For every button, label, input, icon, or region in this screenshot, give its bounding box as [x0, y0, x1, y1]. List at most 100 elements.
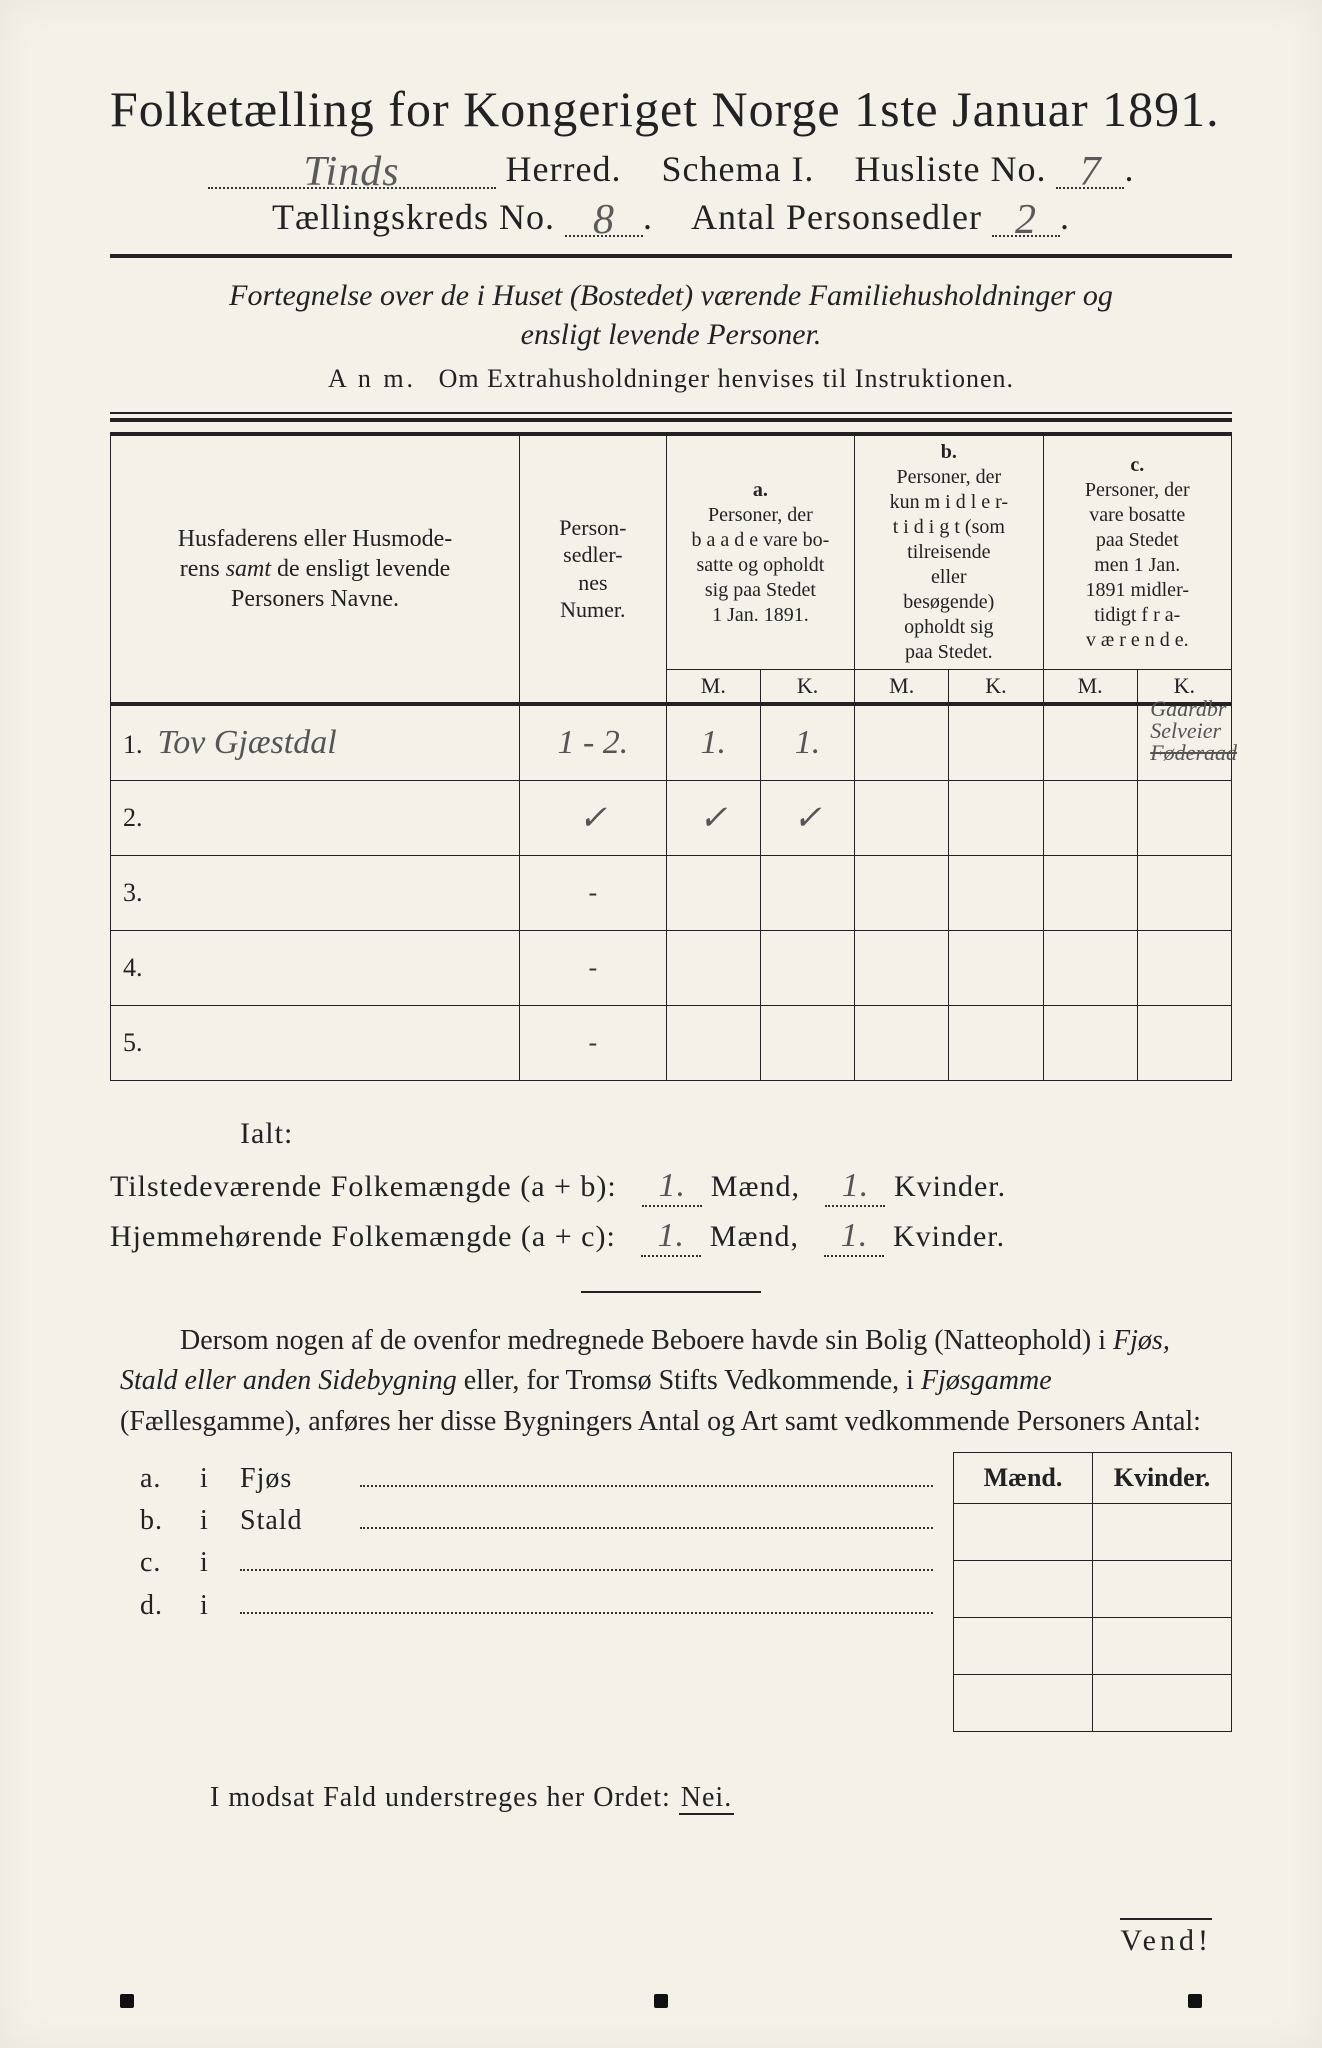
ialt-2-m-field: 1.	[641, 1217, 701, 1257]
cell-a-k: ✓	[760, 780, 854, 855]
cell-numer	[520, 855, 667, 930]
mk-cell	[954, 1561, 1093, 1618]
cell-c-m	[1043, 1005, 1137, 1080]
census-form-page: Folketælling for Kongeriget Norge 1ste J…	[0, 0, 1322, 2048]
mk-cell	[1093, 1675, 1232, 1732]
separator-short	[581, 1291, 761, 1293]
cell-a-k: 1.	[760, 704, 854, 781]
cell-a-m	[666, 855, 760, 930]
vend-label: Vend!	[1120, 1918, 1212, 1958]
dersom-paragraph: Dersom nogen af de ovenfor medregnede Be…	[120, 1321, 1222, 1443]
th-b: b.Personer, derkun m i d l e r-t i d i g…	[855, 434, 1043, 670]
punch-mark-icon	[654, 1994, 668, 2008]
dotted-line	[240, 1589, 933, 1613]
cell-b-k	[949, 855, 1043, 930]
cell-c-k	[1137, 855, 1231, 930]
cell-b-m	[855, 780, 949, 855]
bottom-row: a. i Fjøs	[110, 1462, 945, 1494]
ialt-block: Ialt: Tilstedeværende Folkemængde (a + b…	[110, 1117, 1232, 1257]
kreds-label: Tællingskreds No.	[272, 197, 555, 237]
table-row: 2. ✓ ✓ ✓	[111, 780, 1232, 855]
rule-thick	[110, 254, 1232, 258]
nei-word: Nei.	[679, 1782, 734, 1815]
dotted-line	[360, 1462, 933, 1486]
table-row: 3.	[111, 855, 1232, 930]
cell-c-m	[1043, 780, 1137, 855]
mk-cell	[954, 1618, 1093, 1675]
mk-cell	[954, 1675, 1093, 1732]
cell-c-m	[1043, 855, 1137, 930]
ialt-line-2: Hjemmehørende Folkemængde (a + c): 1. Mæ…	[110, 1217, 1232, 1257]
main-table-body: 1. Tov Gjæstdal 1 - 2. 1. 1. Gaardbr Sel…	[111, 704, 1232, 1081]
cell-b-m	[855, 1005, 949, 1080]
cell-b-m	[855, 930, 949, 1005]
ialt-1-k-field: 1.	[825, 1167, 885, 1207]
bottom-section: a. i Fjøs b. i Stald c. i d. i	[110, 1452, 1232, 1732]
cell-a-m: ✓	[666, 780, 760, 855]
herred-value: Tinds	[304, 149, 400, 195]
cell-b-k	[949, 1005, 1043, 1080]
bottom-row: b. i Stald	[110, 1505, 945, 1537]
th-c: c.Personer, dervare bosattepaa Stedetmen…	[1043, 434, 1231, 670]
mk-cell	[1093, 1561, 1232, 1618]
margin-note: Gaardbr Selveier Føderaad	[1150, 698, 1237, 764]
herred-label: Herred.	[506, 149, 622, 189]
cell-c-k	[1137, 1005, 1231, 1080]
ialt-1-m-field: 1.	[642, 1167, 702, 1207]
cell-name: 1. Tov Gjæstdal	[111, 704, 520, 781]
bottom-list: a. i Fjøs b. i Stald c. i d. i	[110, 1452, 945, 1632]
kreds-value: 8	[593, 197, 615, 243]
husliste-label: Husliste No.	[854, 149, 1046, 189]
husliste-field: 7	[1056, 151, 1124, 189]
table-row: 1. Tov Gjæstdal 1 - 2. 1. 1. Gaardbr Sel…	[111, 704, 1232, 781]
cell-c-m	[1043, 930, 1137, 1005]
personsedler-label: Antal Personsedler	[691, 197, 982, 237]
header-row-3: Tællingskreds No. 8 . Antal Personsedler…	[110, 196, 1232, 238]
anm-line: A n m. Om Extrahusholdninger henvises ti…	[110, 364, 1232, 394]
rule-thick-2	[110, 418, 1232, 422]
punch-mark-icon	[1188, 1994, 1202, 2008]
herred-field: Tinds	[208, 151, 496, 189]
cell-a-m	[666, 1005, 760, 1080]
bottom-row: d. i	[110, 1589, 945, 1621]
th-c-m: M.	[1043, 670, 1137, 704]
cell-b-k	[949, 930, 1043, 1005]
main-table: Husfaderens eller Husmode-rens samt de e…	[110, 432, 1232, 1081]
husliste-value: 7	[1079, 149, 1101, 195]
cell-a-m: 1.	[666, 704, 760, 781]
kreds-field: 8	[565, 199, 643, 237]
bottom-row: c. i	[110, 1547, 945, 1579]
cell-numer: ✓	[520, 780, 667, 855]
table-row: 5.	[111, 1005, 1232, 1080]
cell-c-m	[1043, 704, 1137, 781]
th-name: Husfaderens eller Husmode-rens samt de e…	[111, 434, 520, 704]
cell-b-m	[855, 855, 949, 930]
personsedler-value: 2	[1015, 197, 1037, 243]
ialt-line-1: Tilstedeværende Folkemængde (a + b): 1. …	[110, 1167, 1232, 1207]
cell-c-k	[1137, 930, 1231, 1005]
personsedler-field: 2	[992, 199, 1060, 237]
ialt-label: Ialt:	[240, 1117, 1232, 1151]
cell-name: 5.	[111, 1005, 520, 1080]
anm-label: A n m.	[328, 364, 416, 393]
dotted-line	[240, 1547, 933, 1571]
mk-cell	[954, 1504, 1093, 1561]
cell-a-k	[760, 1005, 854, 1080]
header-row-2: Tinds Herred. Schema I. Husliste No. 7 .	[110, 148, 1232, 190]
schema-label: Schema I.	[661, 149, 814, 189]
cell-c-k: Gaardbr Selveier Føderaad	[1137, 704, 1231, 781]
th-a: a.Personer, derb a a d e vare bo-satte o…	[666, 434, 854, 670]
th-b-k: K.	[949, 670, 1043, 704]
mk-cell	[1093, 1618, 1232, 1675]
punch-mark-icon	[120, 1994, 134, 2008]
mk-cell	[1093, 1504, 1232, 1561]
cell-name: 3.	[111, 855, 520, 930]
cell-a-m	[666, 930, 760, 1005]
cell-a-k	[760, 930, 854, 1005]
ialt-2-k-field: 1.	[824, 1217, 884, 1257]
th-b-m: M.	[855, 670, 949, 704]
cell-b-k	[949, 780, 1043, 855]
mk-th-m: Mænd.	[954, 1453, 1093, 1504]
person-name: Tov Gjæstdal	[158, 724, 337, 761]
cell-a-k	[760, 855, 854, 930]
